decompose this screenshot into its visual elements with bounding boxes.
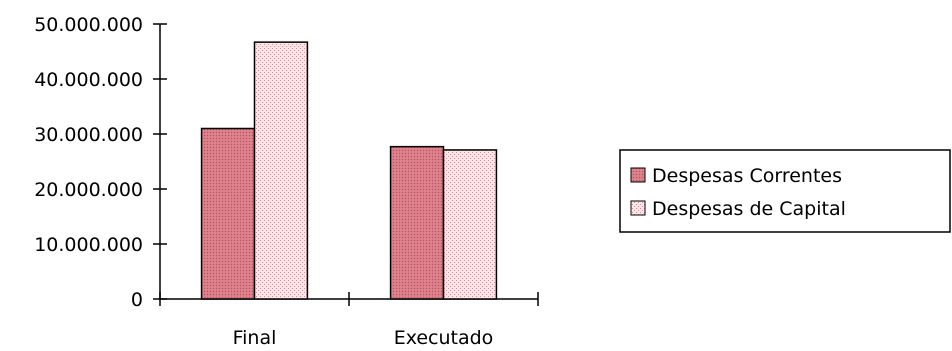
legend-swatch-despesas-correntes <box>630 167 646 183</box>
legend-label-despesas-de-capital: Despesas de Capital <box>652 198 846 220</box>
y-tick-label: 20.000.000 <box>34 179 143 201</box>
y-tick-label: 30.000.000 <box>34 124 143 146</box>
legend: Despesas Correntes Despesas de Capital <box>619 149 951 233</box>
legend-swatch-despesas-de-capital <box>630 200 646 216</box>
y-tick-label: 0 <box>131 289 143 311</box>
y-tick-label: 50.000.000 <box>34 14 143 36</box>
x-tick-label: Final <box>233 327 277 349</box>
bars <box>200 41 498 300</box>
bar <box>389 145 445 300</box>
bar <box>200 127 256 300</box>
bar <box>442 149 498 300</box>
legend-box <box>619 149 951 233</box>
bar <box>253 41 309 300</box>
y-tick-label: 40.000.000 <box>34 69 143 91</box>
x-axis: Final Executado <box>159 292 539 349</box>
y-tick-label: 10.000.000 <box>34 234 143 256</box>
legend-label-despesas-correntes: Despesas Correntes <box>652 165 842 187</box>
x-tick-label: Executado <box>394 327 494 349</box>
y-axis: 0 10.000.000 20.000.000 30.000.000 40.000.00… <box>34 14 167 311</box>
